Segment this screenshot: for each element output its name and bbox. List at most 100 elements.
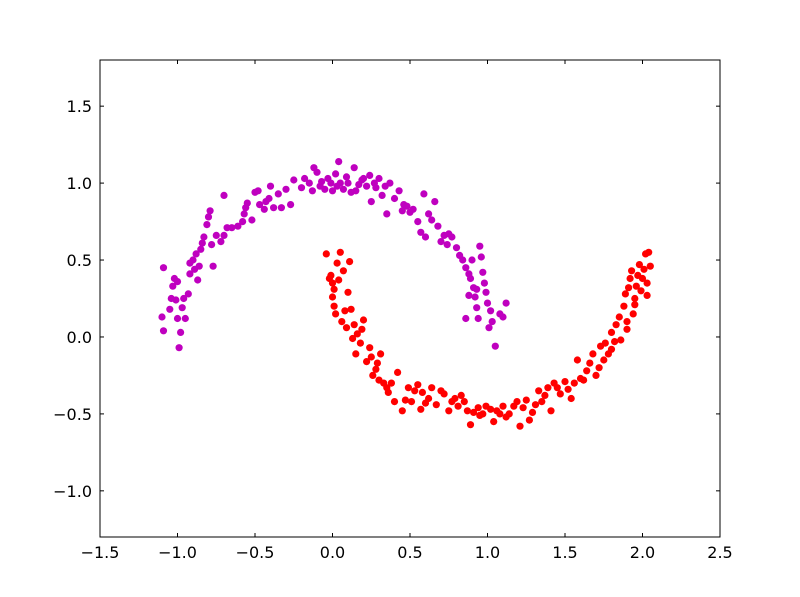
scatter-point-s1-61 [470, 408, 478, 416]
scatter-point-s1-17 [347, 305, 355, 313]
y-tick-label-5: 1.5 [67, 97, 92, 116]
scatter-point-s1-44 [414, 381, 422, 389]
scatter-point-s0-90 [386, 179, 394, 187]
scatter-point-s1-46 [418, 388, 426, 396]
scatter-point-s1-45 [417, 405, 425, 413]
scatter-point-s1-128 [623, 318, 631, 326]
scatter-point-s1-9 [335, 276, 343, 284]
scatter-point-s0-101 [421, 233, 430, 241]
scatter-point-s0-36 [228, 224, 236, 232]
scatter-point-s0-31 [212, 231, 220, 239]
scatter-point-s0-116 [466, 274, 475, 283]
scatter-point-s1-22 [356, 339, 364, 347]
scatter-point-s0-117 [468, 256, 476, 264]
y-tick-label-0: −1.0 [53, 482, 92, 501]
scatter-point-s0-98 [414, 218, 422, 226]
scatter-point-s1-5 [328, 293, 337, 301]
scatter-point-s0-91 [390, 194, 399, 203]
scatter-point-s0-39 [240, 210, 248, 218]
scatter-point-s0-87 [378, 191, 386, 199]
scatter-point-s1-49 [428, 384, 436, 392]
x-tick-label-8: 2.5 [707, 543, 732, 562]
scatter-point-s0-26 [203, 221, 211, 229]
scatter-point-s0-21 [194, 276, 202, 284]
scatter-point-s0-114 [462, 264, 470, 272]
scatter-point-s1-15 [344, 288, 352, 296]
scatter-point-s1-75 [516, 422, 524, 430]
scatter-point-s1-103 [601, 339, 609, 347]
scatter-point-s1-35 [384, 388, 392, 396]
scatter-point-s0-52 [277, 204, 285, 212]
scatter-point-s1-80 [531, 401, 540, 409]
y-tick-label-4: 1.0 [67, 174, 92, 193]
scatter-point-s1-89 [561, 378, 569, 386]
scatter-point-s1-113 [625, 284, 633, 292]
scatter-point-s1-43 [411, 387, 419, 395]
scatter-point-s0-55 [290, 176, 298, 184]
scatter-point-s0-10 [175, 344, 183, 352]
scatter-point-s1-82 [538, 398, 546, 406]
scatter-point-s0-130 [488, 318, 496, 326]
scatter-point-s1-116 [629, 310, 637, 318]
scatter-point-s1-96 [583, 367, 591, 375]
scatter-point-s1-126 [645, 248, 653, 256]
scatter-point-s0-108 [443, 241, 451, 249]
scatter-point-s1-3 [328, 279, 337, 287]
scatter-point-s1-85 [547, 407, 555, 415]
scatter-point-s0-93 [398, 207, 406, 215]
scatter-point-s0-41 [243, 199, 251, 207]
scatter-point-s1-83 [541, 391, 549, 399]
scatter-point-s0-131 [491, 342, 499, 350]
scatter-point-s1-127 [646, 262, 654, 270]
scatter-point-s1-25 [363, 358, 371, 366]
scatter-point-s1-69 [496, 410, 504, 418]
scatter-point-s1-11 [338, 318, 346, 326]
scatter-point-s0-121 [474, 314, 482, 323]
scatter-point-s0-56 [297, 184, 306, 192]
scatter-point-s1-98 [589, 350, 597, 358]
scatter-point-s1-81 [535, 387, 543, 395]
scatter-point-s1-52 [440, 390, 448, 398]
scatter-point-s0-15 [184, 290, 192, 298]
scatter-point-s0-137 [462, 314, 470, 323]
scatter-point-s0-46 [260, 205, 268, 213]
scatter-point-s1-28 [369, 371, 377, 379]
scatter-point-s1-79 [528, 408, 537, 416]
scatter-point-s1-112 [623, 325, 631, 333]
scatter-point-s1-58 [460, 398, 468, 406]
y-tick-label-1: −0.5 [53, 405, 92, 424]
scatter-point-s0-59 [308, 187, 316, 195]
scatter-point-s1-91 [567, 394, 575, 403]
points-layer [158, 158, 654, 430]
scatter-point-s0-14 [181, 314, 189, 323]
scatter-point-s0-72 [339, 185, 347, 193]
scatter-point-s1-130 [631, 301, 639, 309]
scatter-point-s0-125 [480, 279, 488, 287]
y-tick-label-2: 0.0 [67, 328, 92, 347]
scatter-point-s0-0 [159, 264, 168, 272]
scatter-point-s0-5 [169, 282, 177, 290]
scatter-point-s1-29 [372, 365, 380, 373]
scatter-point-s1-66 [487, 405, 495, 413]
scatter-point-s0-22 [195, 262, 203, 270]
scatter-point-s1-59 [463, 407, 471, 415]
scatter-point-s0-50 [270, 204, 278, 212]
scatter-point-s1-115 [628, 267, 636, 275]
scatter-point-s0-127 [483, 299, 492, 307]
scatter-point-s0-92 [395, 187, 403, 195]
scatter-point-s0-128 [485, 324, 493, 332]
scatter-point-s1-48 [425, 394, 433, 403]
scatter-point-s1-56 [454, 402, 462, 410]
scatter-point-s0-49 [266, 182, 275, 190]
scatter-point-s1-36 [387, 379, 395, 387]
scatter-point-s0-66 [327, 179, 335, 187]
x-tick-label-0: −1.5 [81, 543, 120, 562]
scatter-point-s1-78 [525, 416, 534, 424]
scatter-point-s0-133 [499, 313, 507, 321]
scatter-point-s1-77 [522, 396, 530, 404]
scatter-point-s1-102 [600, 356, 608, 364]
scatter-point-s1-93 [573, 356, 582, 364]
scatter-point-s1-120 [635, 261, 644, 269]
scatter-point-s1-0 [322, 250, 330, 258]
